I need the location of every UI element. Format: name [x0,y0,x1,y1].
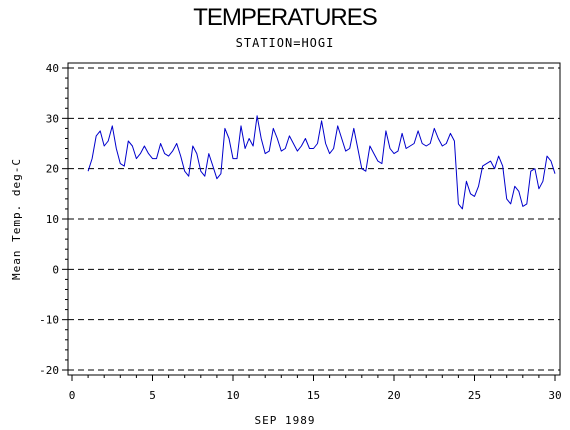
y-axis-label: Mean Temp. deg-C [10,158,23,280]
x-tick-label: 5 [149,389,156,402]
y-tick-label: 10 [46,213,59,226]
grid-lines [68,67,560,371]
y-tick-label: 40 [46,62,59,75]
y-tick-label: -10 [39,314,59,327]
x-tick-label: 10 [226,389,239,402]
chart-subtitle: STATION=HOGI [235,36,335,50]
x-tick-label: 15 [307,389,320,402]
y-tick-label: 20 [46,163,59,176]
temperature-series-line [87,115,556,210]
y-tick-label: -20 [39,364,59,377]
y-tick-label: 30 [46,112,59,125]
x-axis-label: SEP 1989 [255,414,316,427]
series-group [87,115,556,210]
x-tick-label: 30 [548,389,561,402]
y-axis: -20 -10 0 10 20 30 40 [39,62,68,377]
x-axis: 0 5 10 15 20 25 30 [69,375,562,402]
x-tick-label: 0 [69,389,76,402]
x-tick-label: 25 [468,389,481,402]
y-tick-label: 0 [52,263,59,276]
chart-title: TEMPERATURES [193,4,378,31]
x-tick-label: 20 [387,389,400,402]
